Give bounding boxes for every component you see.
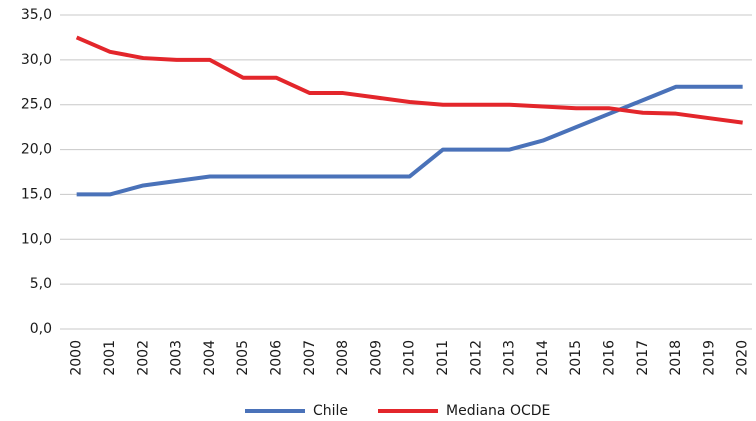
x-tick-label: 2004 [202, 340, 218, 376]
x-tick-label: 2003 [169, 340, 185, 376]
x-tick-label: 2013 [502, 340, 518, 376]
x-tick-label: 2000 [69, 340, 85, 376]
x-tick-label: 2019 [701, 340, 717, 376]
y-tick-label: 30,0 [21, 52, 52, 68]
y-tick-label: 15,0 [21, 186, 52, 202]
x-tick-label: 2015 [568, 340, 584, 376]
x-tick-label: 2007 [302, 340, 318, 376]
x-tick-label: 2016 [601, 340, 617, 376]
y-tick-label: 25,0 [21, 97, 52, 113]
x-tick-label: 2005 [235, 340, 251, 376]
x-tick-label: 2001 [102, 340, 118, 376]
x-tick-label: 2006 [268, 340, 284, 376]
x-tick-label: 2020 [735, 340, 751, 376]
y-tick-label: 0,0 [30, 321, 52, 337]
x-tick-label: 2014 [535, 340, 551, 376]
series-line [75, 35, 743, 125]
y-tick-label: 35,0 [21, 7, 52, 23]
x-tick-label: 2018 [668, 340, 684, 376]
legend-label: Chile [313, 403, 348, 419]
y-tick-label: 5,0 [30, 276, 52, 292]
x-tick-label: 2008 [335, 340, 351, 376]
y-tick-label: 20,0 [21, 142, 52, 158]
series-line [76, 84, 743, 197]
x-tick-label: 2011 [435, 340, 451, 376]
x-tick-label: 2012 [468, 340, 484, 376]
x-tick-label: 2017 [635, 340, 651, 376]
x-tick-label: 2010 [402, 340, 418, 376]
y-tick-label: 10,0 [21, 231, 52, 247]
x-tick-label: 2002 [135, 340, 151, 376]
x-tick-label: 2009 [368, 340, 384, 376]
legend-label: Mediana OCDE [446, 403, 550, 419]
